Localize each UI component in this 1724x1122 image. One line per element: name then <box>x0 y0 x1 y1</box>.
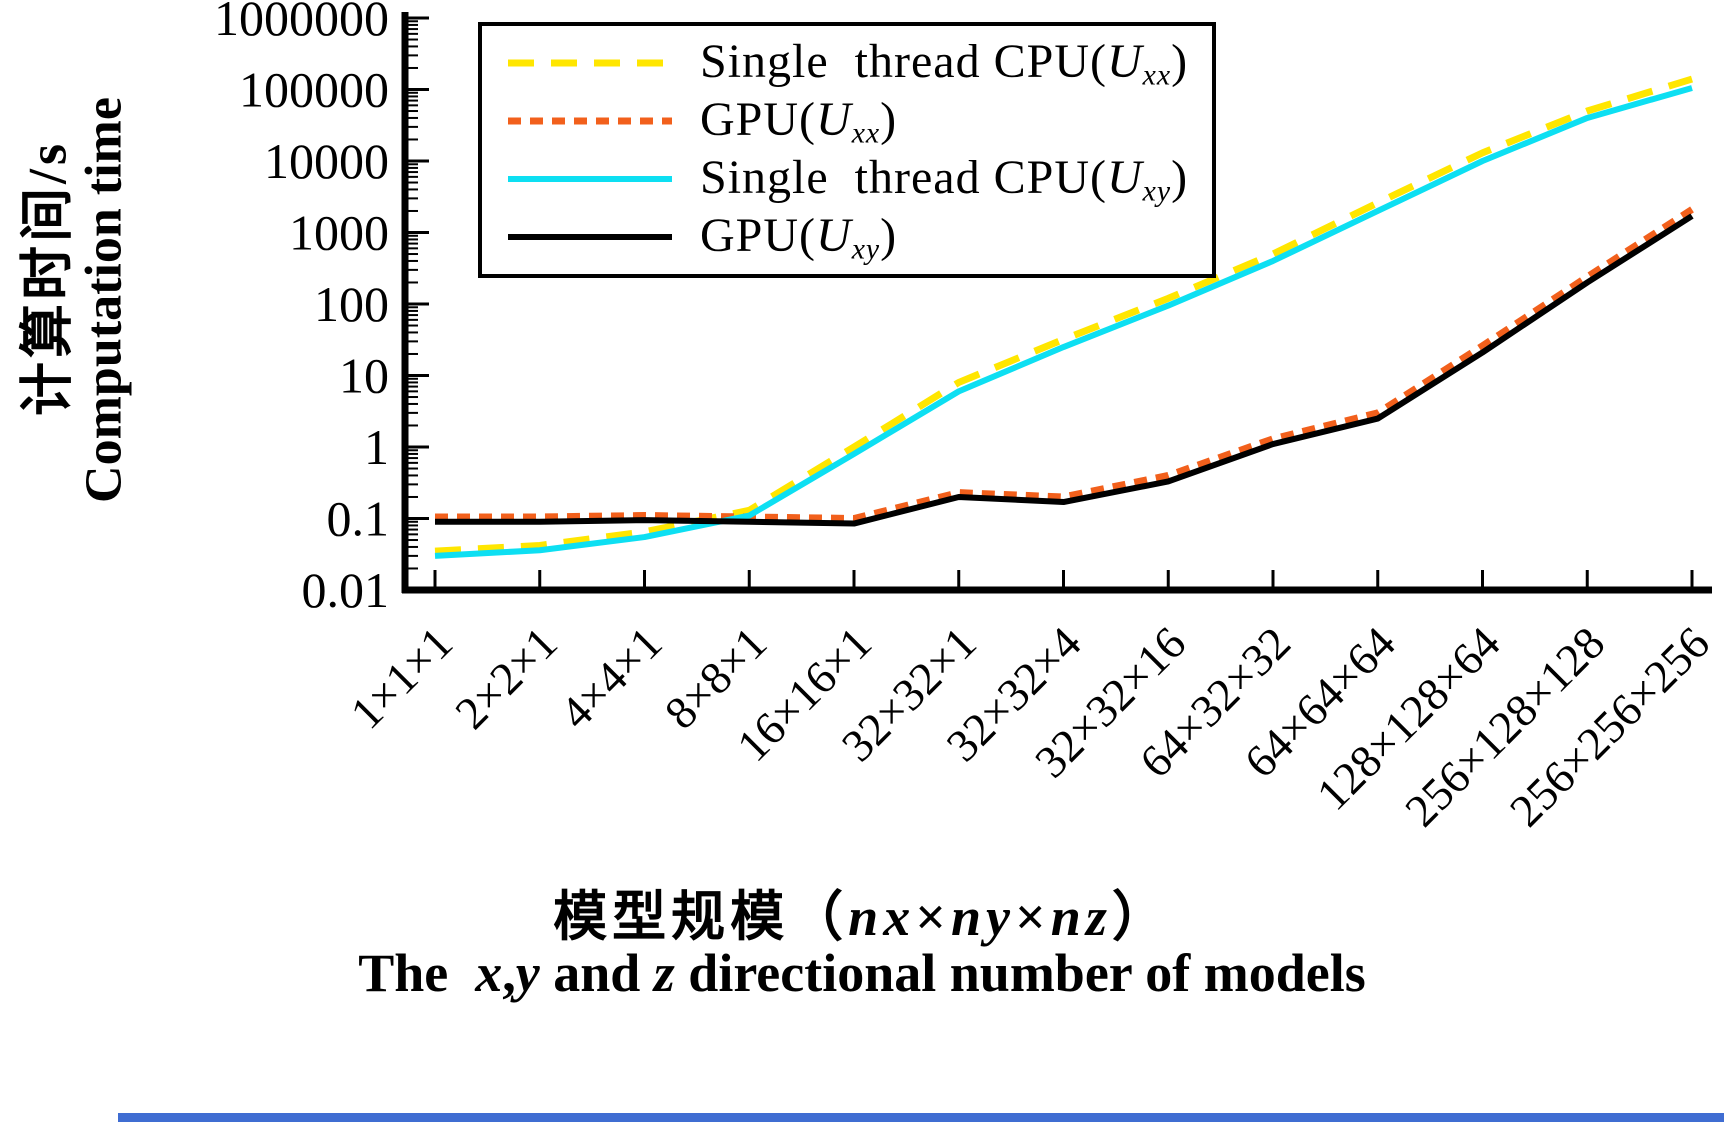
y-tick-label: 1000 <box>289 205 389 261</box>
series-line-gpu-uxx <box>435 206 1694 522</box>
x-axis-title-text: and <box>539 943 654 1003</box>
series-line-single-thread-cpu-uxx <box>434 75 1694 555</box>
x-axis-title-variable: nz <box>1050 887 1112 947</box>
x-axis-title-text: ） <box>1111 887 1171 947</box>
x-axis-title-text: × <box>1015 887 1051 947</box>
y-tick-label: 0.01 <box>302 562 390 618</box>
x-axis-title-variable: y <box>515 943 540 1003</box>
legend-item: GPU(Uxx) <box>506 92 1188 150</box>
y-tick-label: 1 <box>364 419 389 475</box>
x-axis-title-text: directional number of models <box>674 943 1366 1003</box>
legend-label: GPU(Uxx) <box>700 92 898 150</box>
y-axis-title-zh: 计算时间/s <box>17 139 78 417</box>
y-tick-label: 100000 <box>239 62 389 118</box>
legend-swatch-line <box>508 176 672 182</box>
series-line-single-thread-cpu-uxy <box>434 85 1693 559</box>
legend-label: Single thread CPU(Uxx) <box>700 34 1189 92</box>
y-axis-title-en: Computation time <box>75 97 133 503</box>
x-axis-title-variable: nx <box>848 887 916 947</box>
y-tick-label: 1000000 <box>214 0 389 46</box>
legend: Single thread CPU(Uxx) GPU(Uxx) Single thr… <box>478 22 1217 278</box>
x-axis-title-zh: 模型规模（nx×ny×nz） <box>0 872 1724 951</box>
legend-item: GPU(Uxy) <box>506 208 1188 266</box>
legend-label: Single thread CPU(Uxy) <box>700 150 1189 208</box>
legend-item: Single thread CPU(Uxx) <box>506 34 1188 92</box>
x-axis-title-text: 模型规模（ <box>553 887 849 947</box>
x-tick-label: 2×2×1 <box>445 617 567 739</box>
bottom-scan-artifact-line <box>118 1113 1724 1122</box>
x-axis-title-variable: x <box>475 943 503 1003</box>
y-tick-label: 10000 <box>264 133 389 189</box>
x-axis-title-variable: z <box>653 943 675 1003</box>
series-line-gpu-uxy <box>435 213 1694 527</box>
legend-label: GPU(Uxy) <box>700 208 898 266</box>
x-axis-title-variable: ny <box>951 887 1015 947</box>
y-tick-label: 0.1 <box>327 491 390 547</box>
x-axis-title-en: The x,y and z directional number of mode… <box>0 942 1724 1004</box>
x-axis-title-text: × <box>915 887 951 947</box>
legend-item: Single thread CPU(Uxy) <box>506 150 1188 208</box>
x-tick-label: 1×1×1 <box>341 617 463 739</box>
y-tick-label: 10 <box>339 348 389 404</box>
legend-swatch-line <box>508 59 672 67</box>
y-tick-label: 100 <box>314 276 389 332</box>
x-axis-title-text: , <box>502 943 516 1003</box>
legend-swatch-line <box>508 234 672 240</box>
x-axis-title-text: The <box>358 943 476 1003</box>
x-tick-label: 4×4×1 <box>550 617 672 739</box>
legend-swatch-line <box>508 117 672 125</box>
